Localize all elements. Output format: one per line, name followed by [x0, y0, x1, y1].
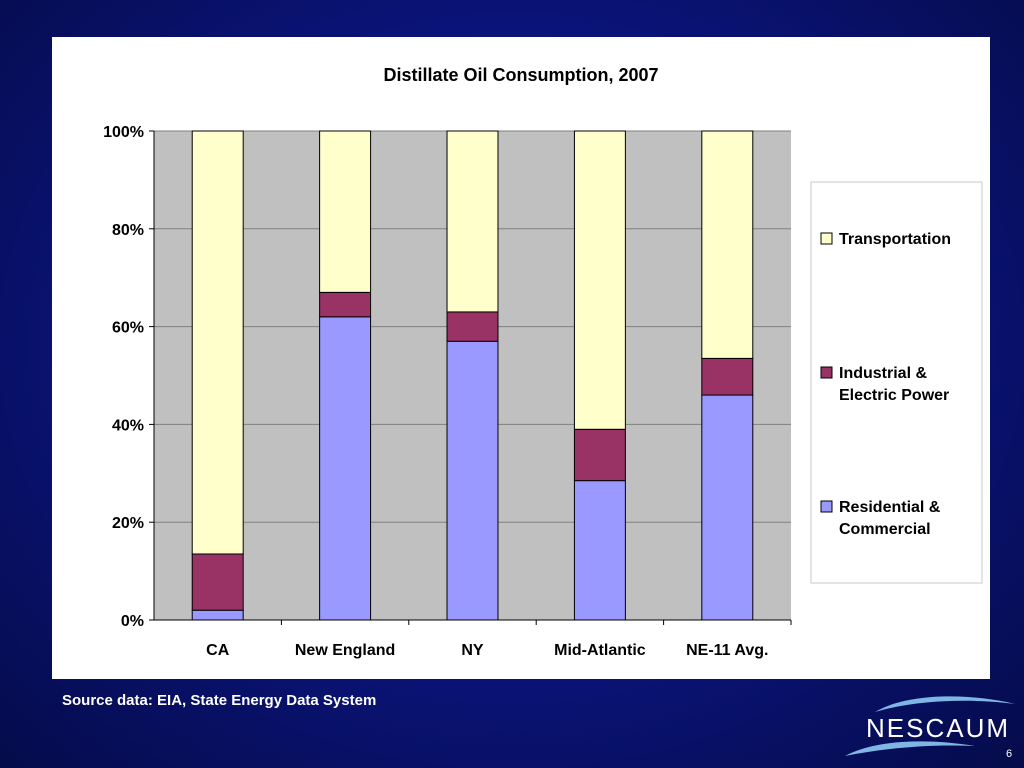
chart-title: Distillate Oil Consumption, 2007: [383, 65, 658, 85]
legend-label: Electric Power: [839, 387, 949, 404]
legend: Transportation Industrial & Electric Power…: [810, 181, 983, 584]
y-tick-label: 100%: [103, 124, 144, 141]
bar-segment: [319, 130, 372, 293]
bar-segment: [319, 316, 372, 621]
bar-segment: [191, 130, 244, 555]
bar-segment: [446, 130, 499, 313]
y-tick-label: 80%: [112, 222, 144, 239]
bar-segment: [446, 340, 499, 621]
legend-label: Transportation: [839, 231, 951, 248]
legend-swatch: [820, 500, 833, 513]
legend-swatch: [820, 366, 833, 379]
x-tick-label: New England: [295, 642, 395, 659]
legend-swatch: [820, 232, 833, 245]
axes: 0% 20% 40% 60% 80% 100% CA New England NY Mid-Atl…: [103, 124, 792, 659]
bar-segment: [191, 609, 244, 621]
bar-segment: [573, 480, 626, 621]
bar-segment: [573, 428, 626, 482]
x-tick-label: NE-11 Avg.: [686, 642, 768, 659]
stacked-bar-chart: Distillate Oil Consumption, 2007 0% 20% 40…: [103, 65, 983, 659]
logo-wave-top: [875, 696, 1015, 712]
legend-label: Commercial: [839, 521, 931, 538]
logo-text: NESCAUM: [866, 713, 1011, 743]
legend-label: Residential &: [839, 499, 941, 516]
logo-wave-bottom: [845, 741, 975, 756]
bars: [191, 130, 754, 621]
x-tick-label: Mid-Atlantic: [554, 642, 646, 659]
y-tick-label: 60%: [112, 320, 144, 337]
page-number: 6: [1006, 748, 1013, 760]
y-tick-label: 40%: [112, 417, 144, 434]
legend-label: Industrial &: [839, 365, 927, 382]
x-tick-label: CA: [206, 642, 230, 659]
y-tick-label: 0%: [121, 613, 144, 630]
bar-segment: [701, 394, 754, 621]
x-tick-label: NY: [461, 642, 484, 659]
bar-segment: [701, 357, 754, 396]
chart-panel: Distillate Oil Consumption, 2007 0% 20% 40…: [52, 37, 990, 679]
bar-segment: [191, 553, 244, 611]
source-note: Source data: EIA, State Energy Data Syst…: [62, 692, 377, 709]
bar-segment: [319, 291, 372, 318]
nescaum-logo-waves: [845, 696, 1015, 756]
bar-segment: [446, 311, 499, 342]
bar-segment: [573, 130, 626, 430]
bar-segment: [701, 130, 754, 359]
y-tick-label: 20%: [112, 515, 144, 532]
legend-box: [810, 181, 983, 584]
